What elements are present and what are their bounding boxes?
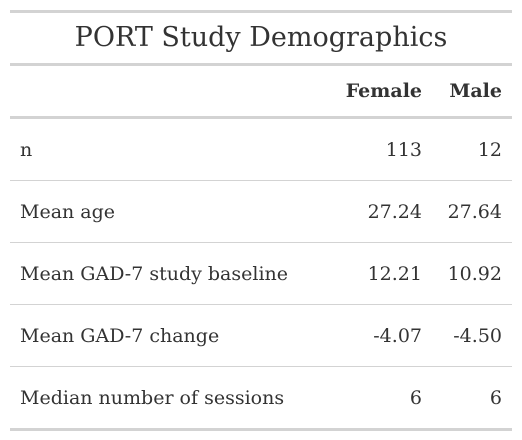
table-row: Mean GAD-7 study baseline 12.21 10.92 [10,242,512,305]
female-value: 113 [332,117,432,181]
male-value: 6 [432,366,512,431]
male-value: 27.64 [432,180,512,243]
female-value: 12.21 [332,242,432,305]
row-label: Mean GAD-7 change [10,304,332,367]
male-value: 10.92 [432,242,512,305]
column-header-female: Female [332,66,432,119]
table-title: PORT Study Demographics [10,13,512,66]
header-row: Female Male [10,66,512,119]
column-header-stub [10,66,332,119]
top-rule [10,10,512,13]
female-value: 6 [332,366,432,431]
row-label: n [10,117,332,181]
column-header-male: Male [432,66,512,119]
row-label: Median number of sessions [10,366,332,431]
row-label: Mean GAD-7 study baseline [10,242,332,305]
table-row: Median number of sessions 6 6 [10,366,512,431]
table-row: Mean age 27.24 27.64 [10,180,512,243]
table-row: Mean GAD-7 change -4.07 -4.50 [10,304,512,367]
female-value: 27.24 [332,180,432,243]
row-label: Mean age [10,180,332,243]
data-table: Female Male n 113 12 Mean age 27.24 27.6… [10,66,512,431]
female-value: -4.07 [332,304,432,367]
male-value: 12 [432,117,512,181]
table-row: n 113 12 [10,117,512,181]
male-value: -4.50 [432,304,512,367]
demographics-table: PORT Study Demographics Female Male n 11… [10,10,512,431]
